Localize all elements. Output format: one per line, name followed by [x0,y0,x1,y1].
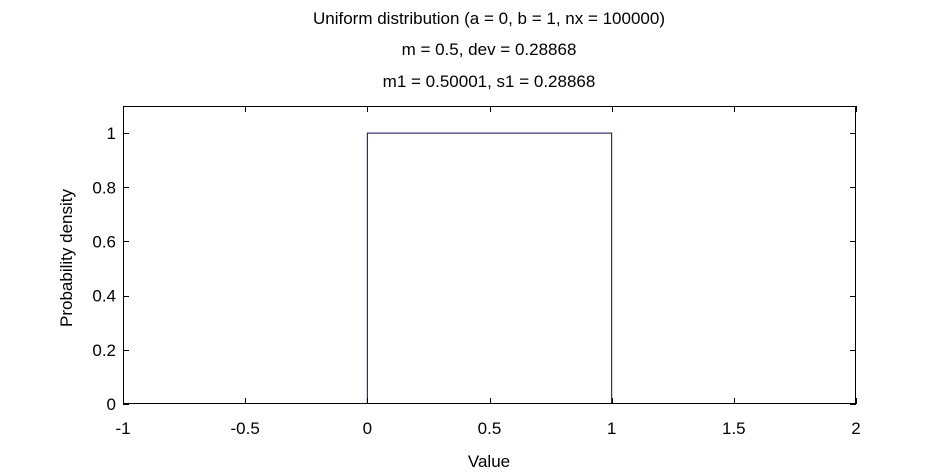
x-tick-label: 2 [851,419,860,438]
chart-title-line-2: m = 0.5, dev = 0.28868 [401,40,577,59]
y-axis-label: Probability density [57,189,76,327]
x-tick-label: 1.5 [722,419,746,438]
y-tick-label: 0.4 [92,287,116,306]
x-tick-label: 0 [363,419,372,438]
y-tick-label: 0.8 [92,178,116,197]
x-tick-label: 0.5 [478,419,502,438]
x-tick-label: -0.5 [231,419,260,438]
x-tick-label: 1 [607,419,616,438]
series-line-0 [366,132,613,404]
x-tick-label: -1 [115,419,130,438]
axes-box [123,106,856,404]
plot-area: -1 -0.5 0 0.5 1 1.5 2 0 0.2 0.4 0.6 0.8 1 [92,106,861,438]
chart-title-line-1: Uniform distribution (a = 0, b = 1, nx =… [312,9,665,28]
chart-title-line-3: m1 = 0.50001, s1 = 0.28868 [382,72,596,91]
y-tick-label: 0.6 [92,232,116,251]
y-tick-label: 1 [107,124,116,143]
y-tick-label: 0 [107,395,116,414]
x-axis-label: Value [468,452,510,471]
y-tick-label: 0.2 [92,341,116,360]
